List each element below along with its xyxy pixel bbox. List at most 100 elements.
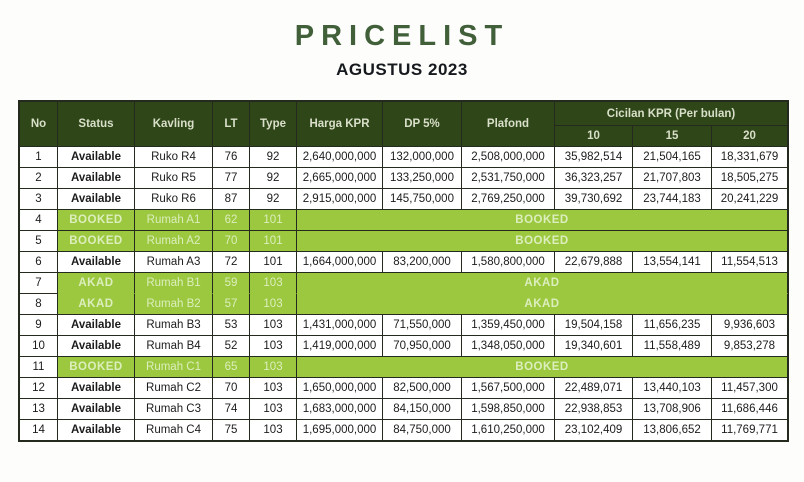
cell-plafond: 2,508,000,000: [462, 147, 555, 168]
cell-cicilan-15: 13,440,103: [633, 378, 712, 399]
cell-lt: 65: [213, 357, 250, 378]
table-row: 14 Available Rumah C4 75 103 1,695,000,000 84,…: [20, 420, 789, 441]
cell-plafond: 1,348,050,000: [462, 336, 555, 357]
cell-lt: 76: [213, 147, 250, 168]
table-row: 9 Available Rumah B3 53 103 1,431,000,000 71,5…: [20, 315, 789, 336]
cell-cicilan-10: 19,340,601: [555, 336, 633, 357]
cell-harga-kpr: 1,664,000,000: [297, 252, 383, 273]
cell-no: 7: [20, 273, 58, 294]
cell-lt: 57: [213, 294, 250, 315]
cell-cicilan-15: 21,707,803: [633, 168, 712, 189]
cell-type: 101: [250, 231, 297, 252]
cell-cicilan-15: 23,744,183: [633, 189, 712, 210]
cell-type: 103: [250, 420, 297, 441]
cell-no: 3: [20, 189, 58, 210]
cell-lt: 70: [213, 231, 250, 252]
cell-kavling: Rumah C2: [135, 378, 213, 399]
cell-lt: 70: [213, 378, 250, 399]
cell-merged-status: AKAD: [297, 273, 789, 294]
header-cicilan-20: 20: [712, 126, 789, 147]
cell-cicilan-10: 19,504,158: [555, 315, 633, 336]
table-row: 11 BOOKED Rumah C1 65 103 BOOKED: [20, 357, 789, 378]
cell-harga-kpr: 2,915,000,000: [297, 189, 383, 210]
pricelist-table: No Status Kavling LT Type Harga KPR DP 5…: [18, 100, 790, 442]
cell-cicilan-20: 18,505,275: [712, 168, 789, 189]
cell-merged-status: BOOKED: [297, 357, 789, 378]
cell-cicilan-20: 11,457,300: [712, 378, 789, 399]
table-row: 8 AKAD Rumah B2 57 103 AKAD: [20, 294, 789, 315]
cell-cicilan-20: 9,853,278: [712, 336, 789, 357]
cell-cicilan-15: 11,558,489: [633, 336, 712, 357]
cell-type: 92: [250, 147, 297, 168]
cell-cicilan-20: 20,241,229: [712, 189, 789, 210]
header-status: Status: [58, 102, 135, 147]
table-row: 6 Available Rumah A3 72 101 1,664,000,000 83,2…: [20, 252, 789, 273]
cell-no: 8: [20, 294, 58, 315]
cell-status: Available: [58, 336, 135, 357]
cell-harga-kpr: 2,665,000,000: [297, 168, 383, 189]
cell-cicilan-10: 22,679,888: [555, 252, 633, 273]
cell-cicilan-20: 18,331,679: [712, 147, 789, 168]
table-row: 2 Available Ruko R5 77 92 2,665,000,000 133,25…: [20, 168, 789, 189]
header-cicilan-15: 15: [633, 126, 712, 147]
header-cicilan-group: Cicilan KPR (Per bulan): [555, 102, 789, 126]
cell-no: 13: [20, 399, 58, 420]
cell-kavling: Rumah B2: [135, 294, 213, 315]
header-cicilan-10: 10: [555, 126, 633, 147]
cell-type: 103: [250, 357, 297, 378]
cell-type: 103: [250, 336, 297, 357]
header-plafond: Plafond: [462, 102, 555, 147]
cell-dp: 83,200,000: [383, 252, 462, 273]
cell-plafond: 2,531,750,000: [462, 168, 555, 189]
cell-status: Available: [58, 252, 135, 273]
cell-status: Available: [58, 168, 135, 189]
cell-kavling: Ruko R4: [135, 147, 213, 168]
table-row: 13 Available Rumah C3 74 103 1,683,000,000 84,…: [20, 399, 789, 420]
cell-cicilan-15: 13,554,141: [633, 252, 712, 273]
cell-dp: 84,150,000: [383, 399, 462, 420]
cell-type: 101: [250, 252, 297, 273]
cell-type: 103: [250, 294, 297, 315]
cell-dp: 132,000,000: [383, 147, 462, 168]
cell-merged-status: BOOKED: [297, 210, 789, 231]
cell-dp: 70,950,000: [383, 336, 462, 357]
cell-lt: 77: [213, 168, 250, 189]
cell-merged-status: BOOKED: [297, 231, 789, 252]
header-kavling: Kavling: [135, 102, 213, 147]
cell-cicilan-15: 11,656,235: [633, 315, 712, 336]
cell-status: Available: [58, 420, 135, 441]
cell-harga-kpr: 2,640,000,000: [297, 147, 383, 168]
cell-lt: 52: [213, 336, 250, 357]
page-title: PRICELIST: [294, 20, 510, 52]
cell-kavling: Rumah B1: [135, 273, 213, 294]
page-subtitle: AGUSTUS 2023: [336, 60, 468, 79]
cell-status: Available: [58, 378, 135, 399]
pricelist-table-body: 1 Available Ruko R4 76 92 2,640,000,000 132,00…: [20, 147, 789, 441]
cell-lt: 59: [213, 273, 250, 294]
cell-no: 1: [20, 147, 58, 168]
cell-kavling: Rumah B4: [135, 336, 213, 357]
cell-plafond: 2,769,250,000: [462, 189, 555, 210]
cell-lt: 74: [213, 399, 250, 420]
cell-cicilan-10: 36,323,257: [555, 168, 633, 189]
header-harga-kpr: Harga KPR: [297, 102, 383, 147]
cell-harga-kpr: 1,431,000,000: [297, 315, 383, 336]
cell-kavling: Ruko R5: [135, 168, 213, 189]
cell-cicilan-10: 39,730,692: [555, 189, 633, 210]
cell-kavling: Rumah C4: [135, 420, 213, 441]
header-lt: LT: [213, 102, 250, 147]
cell-plafond: 1,359,450,000: [462, 315, 555, 336]
cell-harga-kpr: 1,650,000,000: [297, 378, 383, 399]
table-row: 7 AKAD Rumah B1 59 103 AKAD: [20, 273, 789, 294]
cell-no: 6: [20, 252, 58, 273]
cell-cicilan-10: 23,102,409: [555, 420, 633, 441]
cell-kavling: Ruko R6: [135, 189, 213, 210]
cell-kavling: Rumah C3: [135, 399, 213, 420]
cell-status: AKAD: [58, 294, 135, 315]
table-row: 10 Available Rumah B4 52 103 1,419,000,000 70,…: [20, 336, 789, 357]
cell-cicilan-10: 35,982,514: [555, 147, 633, 168]
cell-type: 103: [250, 315, 297, 336]
cell-cicilan-15: 13,806,652: [633, 420, 712, 441]
cell-lt: 62: [213, 210, 250, 231]
